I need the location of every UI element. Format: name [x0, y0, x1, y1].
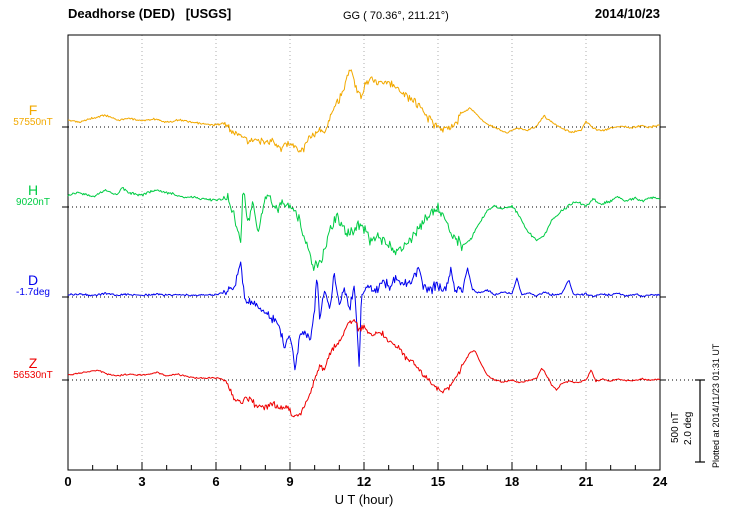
series-baseline-F: 57550nT	[13, 117, 53, 129]
series-baseline-H: 9020nT	[16, 197, 50, 209]
x-tick-label: 21	[578, 474, 594, 489]
plotted-timestamp: Plotted at 2014/11/23 01:31 UT	[711, 343, 721, 468]
series-letter-H: H	[27, 182, 39, 198]
series-line-F	[68, 69, 660, 153]
x-tick-label: 9	[286, 474, 294, 489]
x-tick-label: 18	[504, 474, 520, 489]
x-axis-title: U T (hour)	[334, 492, 394, 507]
plot-date: 2014/10/23	[594, 6, 660, 21]
series-letter-D: D	[27, 272, 39, 288]
scalebar-deg-label: 2.0 deg	[683, 411, 694, 445]
series-label-D: D -1.7deg	[4, 272, 62, 299]
series-line-H	[67, 187, 661, 271]
series-baseline-Z: 56530nT	[13, 370, 53, 382]
series-letter-Z: Z	[28, 355, 38, 371]
station-title: Deadhorse (DED) [USGS]	[68, 6, 232, 21]
x-tick-label: 15	[430, 474, 446, 489]
x-tick-label: 3	[138, 474, 146, 489]
plot-frame	[67, 34, 661, 471]
series-line-Z	[67, 319, 661, 418]
scalebar-nt-label: 500 nT	[670, 411, 681, 443]
geographic-coords: GG ( 70.36°, 211.21°)	[343, 10, 449, 22]
x-tick-label: 24	[652, 474, 668, 489]
series-baseline-D: -1.7deg	[16, 287, 50, 299]
x-tick-label: 0	[64, 474, 72, 489]
x-tick-label: 6	[212, 474, 220, 489]
series-letter-F: F	[28, 102, 38, 118]
series-label-Z: Z 56530nT	[4, 355, 62, 382]
x-tick-label: 12	[356, 474, 372, 489]
series-label-F: F 57550nT	[4, 102, 62, 129]
series-line-D	[67, 261, 661, 371]
series-label-H: H 9020nT	[4, 182, 62, 209]
